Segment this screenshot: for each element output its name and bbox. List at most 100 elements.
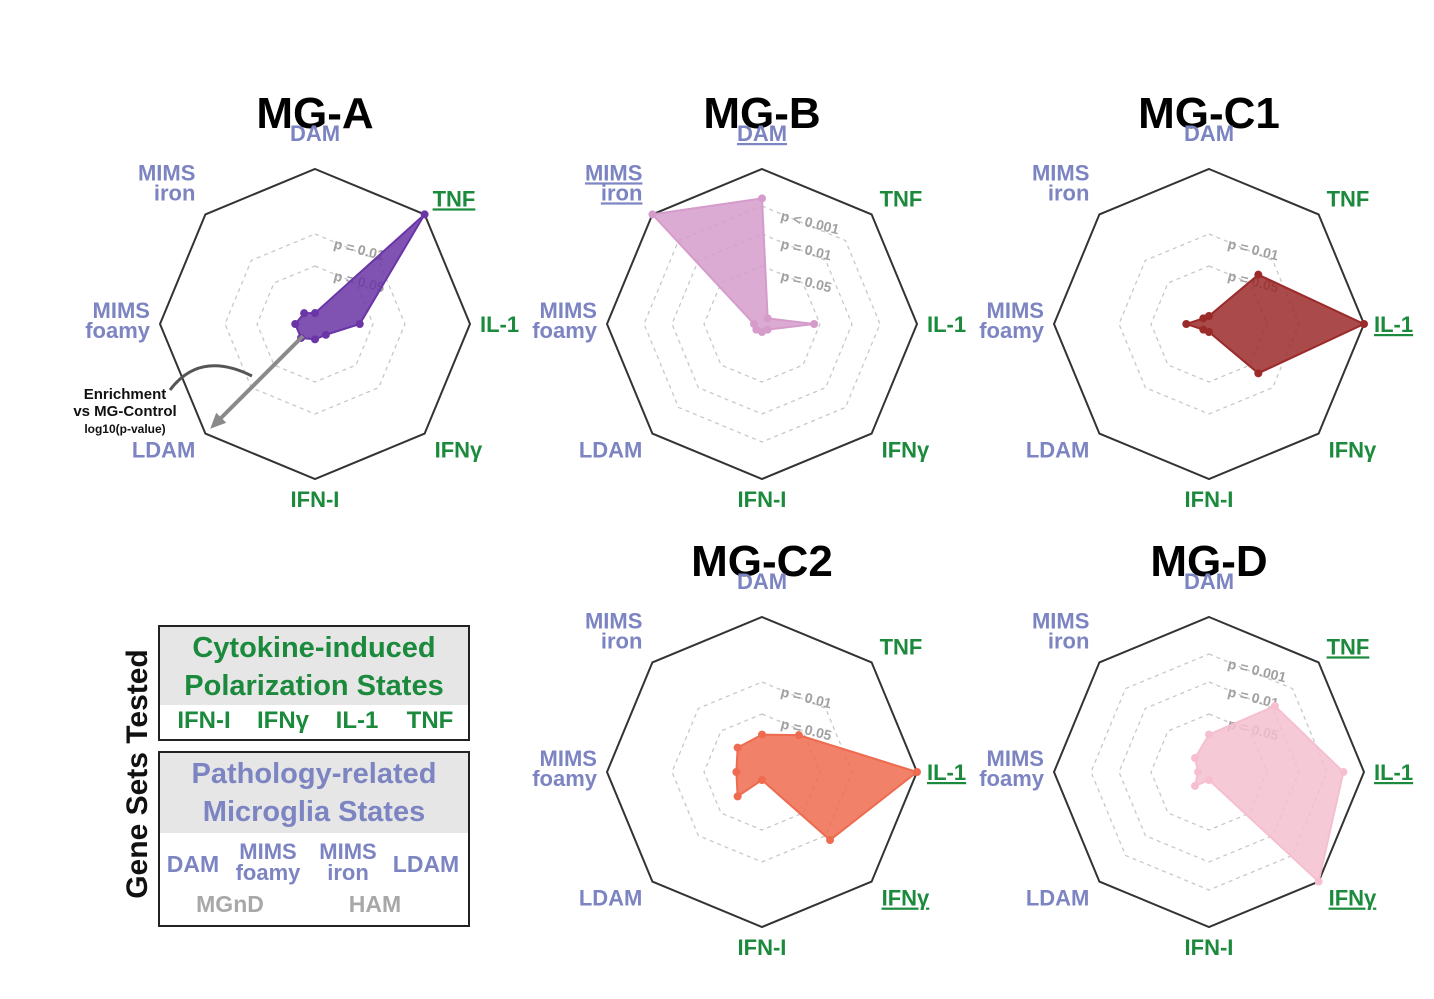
data-point-ifn bbox=[1254, 369, 1263, 378]
axis-label-ifn-i: IFN-I bbox=[1185, 487, 1234, 512]
data-point-mims-iron bbox=[300, 309, 309, 318]
legend-item-mgnd: MGnD bbox=[196, 891, 264, 917]
axis-label-ifn: IFNγ bbox=[882, 438, 930, 463]
axis-label-mims-iron: MIMS iron bbox=[585, 160, 642, 205]
panel-title: MG-D bbox=[1150, 537, 1267, 586]
axis-label-il-1: IL-1 bbox=[927, 760, 966, 785]
radar-panel-mg-c2: MG-C2p = 0.01p = 0.05DAMTNFIL-1IFNγIFN-I… bbox=[532, 537, 966, 960]
radar-panel-mg-c1: MG-C1p = 0.01p = 0.05DAMTNFIL-1IFNγIFN-I… bbox=[979, 89, 1413, 512]
data-polygon bbox=[735, 733, 920, 842]
cytokine-legend-header: Cytokine-induced Polarization States bbox=[160, 627, 468, 705]
axis-label-ldam: LDAM bbox=[1026, 886, 1090, 911]
axis-label-ifn-i: IFN-I bbox=[1185, 935, 1234, 960]
significance-ring bbox=[643, 205, 881, 443]
data-point-tnf bbox=[420, 210, 429, 219]
data-point-il-1 bbox=[1339, 768, 1348, 776]
axis-label-mims-iron: MIMS iron bbox=[585, 608, 642, 653]
data-point-il-1 bbox=[355, 320, 364, 328]
cytokine-legend-box: Cytokine-induced Polarization States IFN… bbox=[158, 625, 470, 741]
legend-item-dam: DAM bbox=[166, 851, 220, 877]
data-point-ldam bbox=[1199, 325, 1208, 334]
data-point-mims-foamy bbox=[291, 320, 300, 328]
data-point-ldam bbox=[733, 792, 742, 801]
panel-title: MG-B bbox=[703, 89, 820, 138]
gene-sets-tested-text: Gene Sets Tested bbox=[121, 649, 154, 899]
radar-frame bbox=[605, 167, 919, 481]
data-point-tnf bbox=[1254, 270, 1263, 279]
legend-item-ifn-i: IFN-I bbox=[177, 707, 231, 734]
pathology-legend-box: Pathology-related Microglia States DAM M… bbox=[158, 751, 470, 927]
axis-label-mims-iron: MIMS iron bbox=[1032, 160, 1089, 205]
legend-item-mims-iron: MIMS iron bbox=[319, 839, 377, 885]
legend-item-tnf: TNF bbox=[406, 707, 454, 734]
significance-ring bbox=[671, 681, 853, 863]
ring-label: p < 0.001 bbox=[779, 207, 841, 237]
significance-ring bbox=[671, 233, 853, 415]
axis-direction-arrow bbox=[216, 334, 305, 423]
legend-item-mims-foamy: MIMS foamy bbox=[235, 839, 301, 885]
ring-label: p = 0.05 bbox=[779, 267, 833, 295]
data-point-mims-foamy bbox=[1182, 320, 1191, 328]
data-point-ldam bbox=[1191, 781, 1200, 790]
axis-label-dam: DAM bbox=[290, 121, 340, 146]
data-point-mims-foamy bbox=[1194, 768, 1203, 776]
ring-label: p = 0.01 bbox=[779, 683, 833, 711]
axis-label-ldam: LDAM bbox=[579, 886, 643, 911]
data-point-dam bbox=[1205, 730, 1213, 739]
axis-label-ldam: LDAM bbox=[579, 438, 643, 463]
cytokine-legend-title-1: Cytokine-induced bbox=[192, 632, 436, 664]
data-point-ifn bbox=[826, 836, 835, 845]
axis-label-mims-foamy: MIMS foamy bbox=[979, 298, 1045, 343]
axis-label-dam: DAM bbox=[1184, 569, 1234, 594]
data-point-ifn bbox=[321, 330, 330, 339]
axis-label-tnf: TNF bbox=[880, 634, 923, 659]
radar-frame bbox=[605, 615, 919, 929]
axis-label-ifn-i: IFN-I bbox=[291, 487, 340, 512]
pathology-legend-header: Pathology-related Microglia States bbox=[160, 753, 468, 833]
axis-label-mims-iron: MIMS iron bbox=[138, 160, 195, 205]
axis-label-ifn-i: IFN-I bbox=[738, 487, 787, 512]
axis-label-tnf: TNF bbox=[1327, 634, 1370, 659]
data-polygon bbox=[1193, 704, 1345, 884]
data-point-mims-iron bbox=[1199, 314, 1208, 323]
annotation-curve bbox=[168, 364, 253, 391]
ring-label: p = 0.001 bbox=[1226, 655, 1288, 685]
axis-label-il-1: IL-1 bbox=[480, 312, 519, 337]
pathology-legend-title-2: Microglia States bbox=[202, 796, 426, 828]
significance-ring bbox=[1118, 233, 1300, 415]
axis-label-ifn: IFNγ bbox=[435, 438, 483, 463]
axis-label-mims-iron: MIMS iron bbox=[1032, 608, 1089, 653]
data-point-tnf bbox=[794, 731, 803, 740]
data-point-mims-iron bbox=[1191, 754, 1200, 763]
legend-item-ldam: LDAM bbox=[392, 851, 460, 877]
data-point-dam bbox=[758, 730, 766, 739]
axis-label-mims-foamy: MIMS foamy bbox=[532, 298, 598, 343]
axis-label-il-1: IL-1 bbox=[1374, 312, 1413, 337]
axis-label-il-1: IL-1 bbox=[927, 312, 966, 337]
data-point-tnf bbox=[763, 314, 772, 323]
annotation-line-1: Enrichment bbox=[84, 386, 167, 403]
axis-label-mims-foamy: MIMS foamy bbox=[979, 746, 1045, 791]
data-point-dam bbox=[311, 309, 319, 318]
axis-label-mims-foamy: MIMS foamy bbox=[532, 746, 598, 791]
legend-item-il-1: IL-1 bbox=[335, 707, 379, 734]
ring-label: p = 0.01 bbox=[1226, 235, 1280, 263]
axis-label-ifn: IFNγ bbox=[1329, 886, 1377, 911]
axis-label-dam: DAM bbox=[1184, 121, 1234, 146]
axis-label-tnf: TNF bbox=[1327, 186, 1370, 211]
axis-label-il-1: IL-1 bbox=[1374, 760, 1413, 785]
data-point-ifn-i bbox=[311, 335, 319, 344]
data-point-il-1 bbox=[913, 768, 921, 776]
axis-label-ifn: IFNγ bbox=[1329, 438, 1377, 463]
data-polygon bbox=[1183, 273, 1367, 375]
significance-ring bbox=[703, 265, 821, 383]
ring-label: p = 0.01 bbox=[779, 235, 833, 263]
data-point-ifn bbox=[1314, 877, 1323, 886]
axis-label-ldam: LDAM bbox=[1026, 438, 1090, 463]
axis-label-dam: DAM bbox=[737, 569, 787, 594]
data-point-ifn-i bbox=[1205, 776, 1213, 784]
cytokine-legend-title-2: Polarization States bbox=[184, 670, 444, 702]
axis-label-ifn-i: IFN-I bbox=[738, 935, 787, 960]
